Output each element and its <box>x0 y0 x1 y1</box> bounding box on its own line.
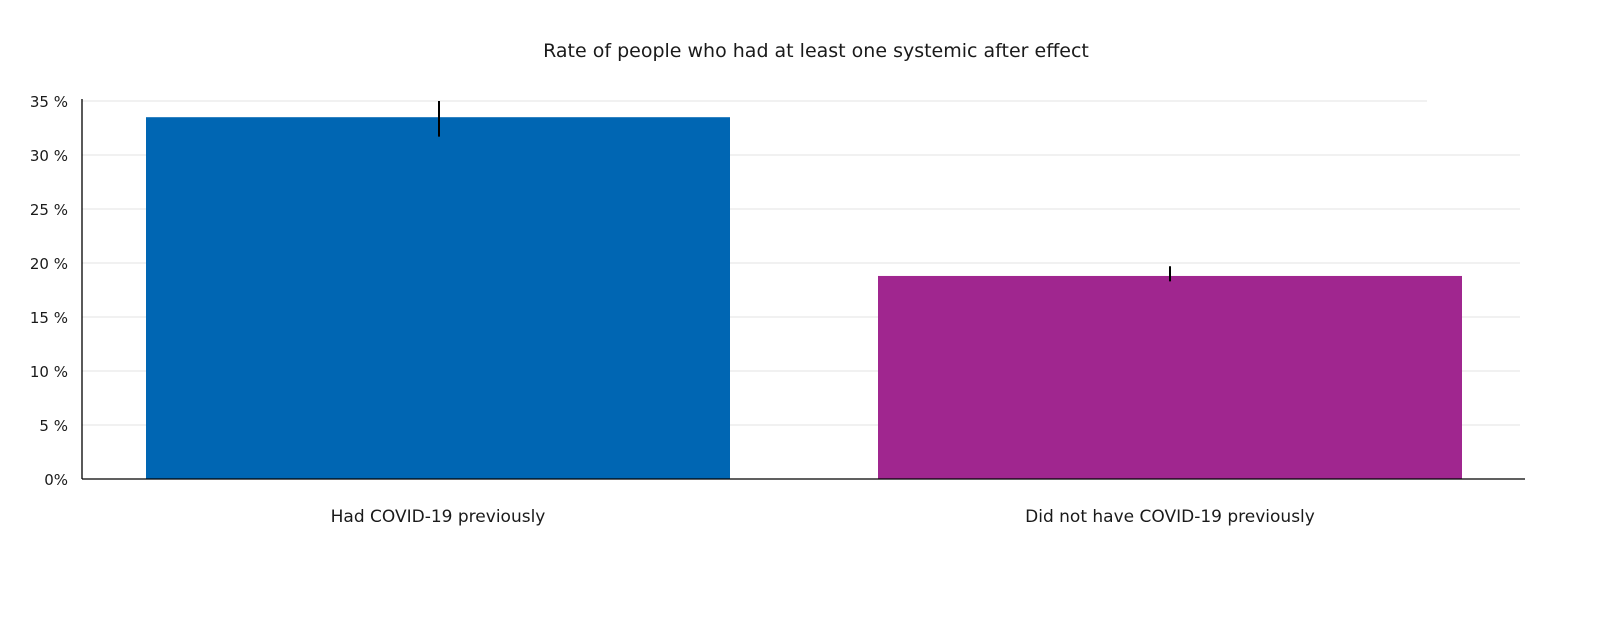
x-axis-categories: Had COVID-19 previously Did not have COVI… <box>331 507 1315 527</box>
y-tick-label: 10 % <box>30 363 68 381</box>
y-tick-label: 30 % <box>30 147 68 165</box>
y-tick-label: 20 % <box>30 255 68 273</box>
x-category-label: Did not have COVID-19 previously <box>1025 507 1315 527</box>
chart-title: Rate of people who had at least one syst… <box>543 40 1089 62</box>
y-tick-label: 0% <box>44 471 68 489</box>
y-axis-ticks: 0% 5 % 10 % 15 % 20 % 25 % 30 % 35 % <box>30 93 68 489</box>
bar <box>878 275 1462 479</box>
y-tick-label: 25 % <box>30 201 68 219</box>
bars <box>146 117 1462 479</box>
y-tick-label: 35 % <box>30 93 68 111</box>
y-tick-label: 5 % <box>39 417 68 435</box>
bar <box>146 117 730 479</box>
error-bars <box>438 101 1171 282</box>
y-tick-label: 15 % <box>30 309 68 327</box>
x-category-label: Had COVID-19 previously <box>331 507 546 527</box>
